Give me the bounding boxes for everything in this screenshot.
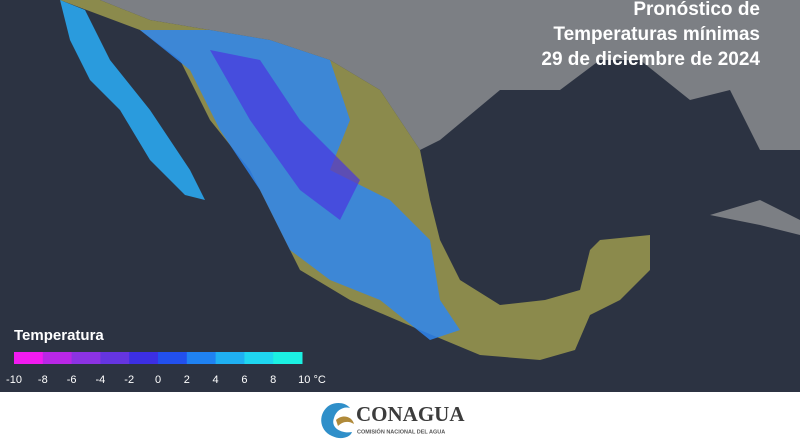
legend-swatch — [273, 352, 303, 364]
coldest-area — [210, 50, 360, 220]
legend-tick-label: -8 — [38, 374, 48, 386]
legend-swatch — [42, 352, 73, 364]
legend: -10 -8 -6 -4 -2 0 2 4 6 8 10 °C — [6, 352, 326, 386]
legend-title: Temperatura — [14, 327, 104, 344]
legend-swatch — [71, 352, 101, 364]
legend-tick-label: 4 — [213, 374, 219, 386]
title-line: 29 de diciembre de 2024 — [541, 49, 760, 70]
logo-subtitle: COMISIÓN NACIONAL DEL AGUA — [357, 427, 445, 435]
legend-tick-label: -2 — [124, 374, 134, 386]
logo-text: CONAGUA — [356, 402, 465, 426]
legend-swatch — [158, 352, 188, 364]
legend-swatch — [244, 352, 274, 364]
legend-swatch — [215, 352, 245, 364]
title-line: Pronóstico de — [633, 0, 760, 20]
legend-swatch — [129, 352, 159, 364]
legend-tick-label: -10 — [6, 374, 22, 386]
title: Pronóstico de Temperaturas mínimas 29 de… — [541, 0, 760, 70]
cuba — [710, 200, 800, 235]
legend-tick-label: 10 °C — [298, 374, 326, 386]
legend-swatch — [100, 352, 130, 364]
legend-tick-label: 6 — [241, 374, 247, 386]
footer — [0, 392, 800, 445]
legend-swatch — [186, 352, 217, 364]
legend-swatch — [14, 352, 44, 364]
legend-tick-label: -6 — [67, 374, 77, 386]
logo-emblem — [321, 403, 352, 439]
legend-tick-label: 8 — [270, 374, 276, 386]
baja-california — [60, 0, 205, 200]
usa-land — [0, 0, 800, 150]
legend-tick-label: 2 — [184, 374, 190, 386]
legend-tick-label: 0 — [155, 374, 161, 386]
logo-emblem-accent — [336, 416, 354, 426]
title-line: Temperaturas mínimas — [553, 24, 760, 45]
legend-tick-label: -4 — [96, 374, 106, 386]
